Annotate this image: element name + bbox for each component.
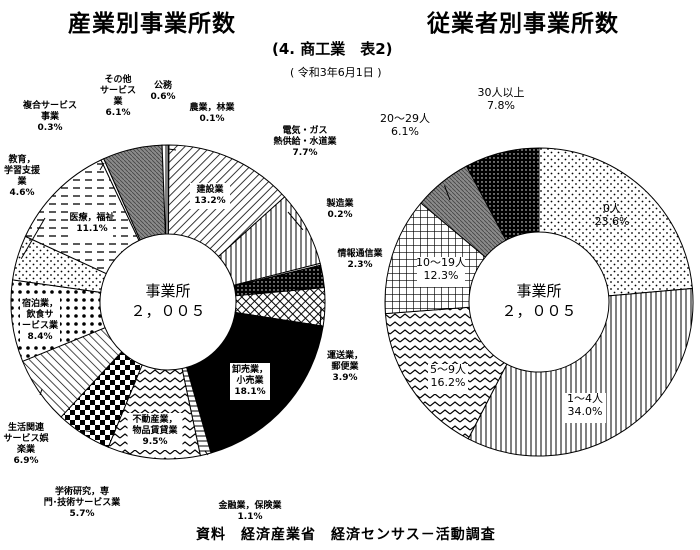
industry-label-bg-6: [230, 363, 270, 400]
industry-name-6-0: 卸売業，: [232, 363, 268, 375]
industry-leader-4: [318, 275, 323, 278]
industry-value-16: 0.6%: [151, 92, 176, 102]
industry-name-14-0: 複合サービス: [22, 99, 77, 111]
employee-value-5: 7.8%: [487, 99, 515, 112]
employee-value-1: 34.0%: [568, 405, 603, 418]
industry-value-2: 7.7%: [293, 148, 318, 158]
industry-label-bg-13: [71, 211, 113, 237]
employee-slice-1: [467, 287, 694, 457]
industry-name-12-1: 学習支援: [4, 164, 41, 176]
employee-label-bg-3: [417, 257, 465, 287]
source-note: 資料 経済産業省 経済センサス－活動調査: [196, 527, 496, 543]
industry-value-15: 6.1%: [106, 108, 131, 118]
employee-center-label: 事業所: [516, 282, 561, 300]
industry-name-6-1: 小売業: [235, 374, 264, 386]
industry-name-11-2: ービス業: [22, 319, 59, 331]
employee-label-bg-1: [564, 393, 606, 423]
industry-value-5: 3.9%: [333, 373, 358, 383]
industry-name-15-0: その他: [104, 73, 131, 85]
employee-name-0: 0人: [603, 202, 621, 215]
industry-name-11-1: 飲食サ: [25, 308, 53, 320]
industry-name-9-1: 門･技術サービス業: [44, 496, 122, 508]
industry-name-10-2: 楽業: [17, 443, 36, 455]
industry-name-2-0: 電気・ガス: [282, 124, 327, 136]
industry-name-4: 情報通信業: [336, 247, 383, 259]
industry-value-6: 18.1%: [234, 387, 265, 397]
industry-label-bg-1: [190, 183, 230, 209]
industry-leader-10: [39, 388, 43, 396]
employee-slice-0: [538, 147, 693, 297]
industry-value-10: 6.9%: [14, 456, 39, 466]
industry-name-5-1: 郵便業: [331, 360, 359, 372]
industry-value-0: 0.1%: [200, 114, 225, 124]
industry-slice-16: [161, 144, 169, 235]
industry-name-15-2: 業: [112, 95, 123, 107]
employee-value-3: 12.3%: [424, 269, 459, 282]
employee-leader-5: [502, 156, 506, 161]
employee-name-3: 10～19人: [416, 256, 466, 269]
industry-name-13: 医療，福祉: [69, 211, 114, 223]
industry-value-13: 11.1%: [76, 224, 107, 234]
industry-name-12-0: 教育，: [7, 153, 35, 165]
industry-value-14: 0.3%: [38, 123, 63, 133]
industry-name-10-1: サービス娯: [3, 432, 48, 444]
industry-center-value: ２，００５: [130, 302, 205, 320]
industry-name-15-1: サービス: [100, 84, 136, 96]
industry-label-bg-11: [20, 297, 60, 345]
industry-value-1: 13.2%: [194, 196, 225, 206]
industry-value-3: 0.2%: [328, 210, 353, 220]
industry-center-label: 事業所: [145, 282, 190, 300]
industry-name-5-0: 運送業，: [327, 349, 363, 361]
industry-name-10-0: 生活関連: [8, 421, 45, 433]
industry-name-2-1: 熱供給・水道業: [273, 135, 337, 147]
employee-value-2: 16.2%: [431, 376, 466, 389]
industry-name-8-1: 物品賃貸業: [132, 424, 178, 436]
industry-name-12-2: 業: [16, 175, 27, 187]
employee-leader-4: [444, 185, 451, 201]
industry-leader-9: [85, 430, 96, 433]
employee-slice-5: [465, 147, 540, 241]
industry-leader-14: [99, 162, 105, 171]
employee-name-1: 1～4人: [567, 392, 603, 405]
industry-name-14-1: 事業: [41, 110, 60, 122]
industry-name-3: 製造業: [325, 197, 354, 209]
industry-leader-7: [204, 450, 209, 456]
industry-name-9-0: 学術研究，専: [55, 485, 109, 497]
employee-name-4: 20～29人: [380, 112, 430, 125]
industry-value-8: 9.5%: [143, 437, 168, 447]
industry-name-0: 農業，林業: [189, 101, 235, 113]
industry-value-9: 5.7%: [70, 509, 95, 519]
date-line: ( 令和3年6月1日 ): [290, 66, 382, 79]
industry-leader-12: [20, 217, 46, 260]
industry-value-11: 8.4%: [28, 332, 53, 342]
subtitle: (4. 商工業 表2): [272, 40, 393, 58]
industry-leader-0: [168, 148, 177, 151]
employee-value-4: 6.1%: [391, 125, 419, 138]
right-chart-title: 従業者別事業所数: [427, 11, 619, 37]
industry-label-bg-8: [127, 413, 183, 450]
industry-value-12: 4.6%: [10, 188, 35, 198]
industry-name-1: 建設業: [196, 183, 224, 195]
industry-name-7: 金融業，保険業: [217, 499, 282, 511]
industry-name-16: 公務: [154, 79, 173, 91]
employee-value-0: 23.6%: [595, 215, 630, 228]
industry-value-4: 2.3%: [348, 260, 373, 270]
industry-leader-2: [287, 211, 304, 231]
industry-leader-5: [319, 306, 322, 337]
employee-center-value: ２，００５: [501, 302, 576, 320]
employee-label-bg-2: [428, 364, 468, 394]
employee-name-2: 5～9人: [430, 363, 466, 376]
left-chart-title: 産業別事業所数: [68, 11, 236, 37]
industry-value-7: 1.1%: [238, 512, 263, 522]
industry-leader-3: [316, 265, 319, 269]
industry-name-11-0: 宿泊業，: [22, 297, 58, 309]
industry-name-8-0: 不動産業，: [132, 413, 177, 425]
employee-name-5: 30人以上: [478, 86, 525, 99]
